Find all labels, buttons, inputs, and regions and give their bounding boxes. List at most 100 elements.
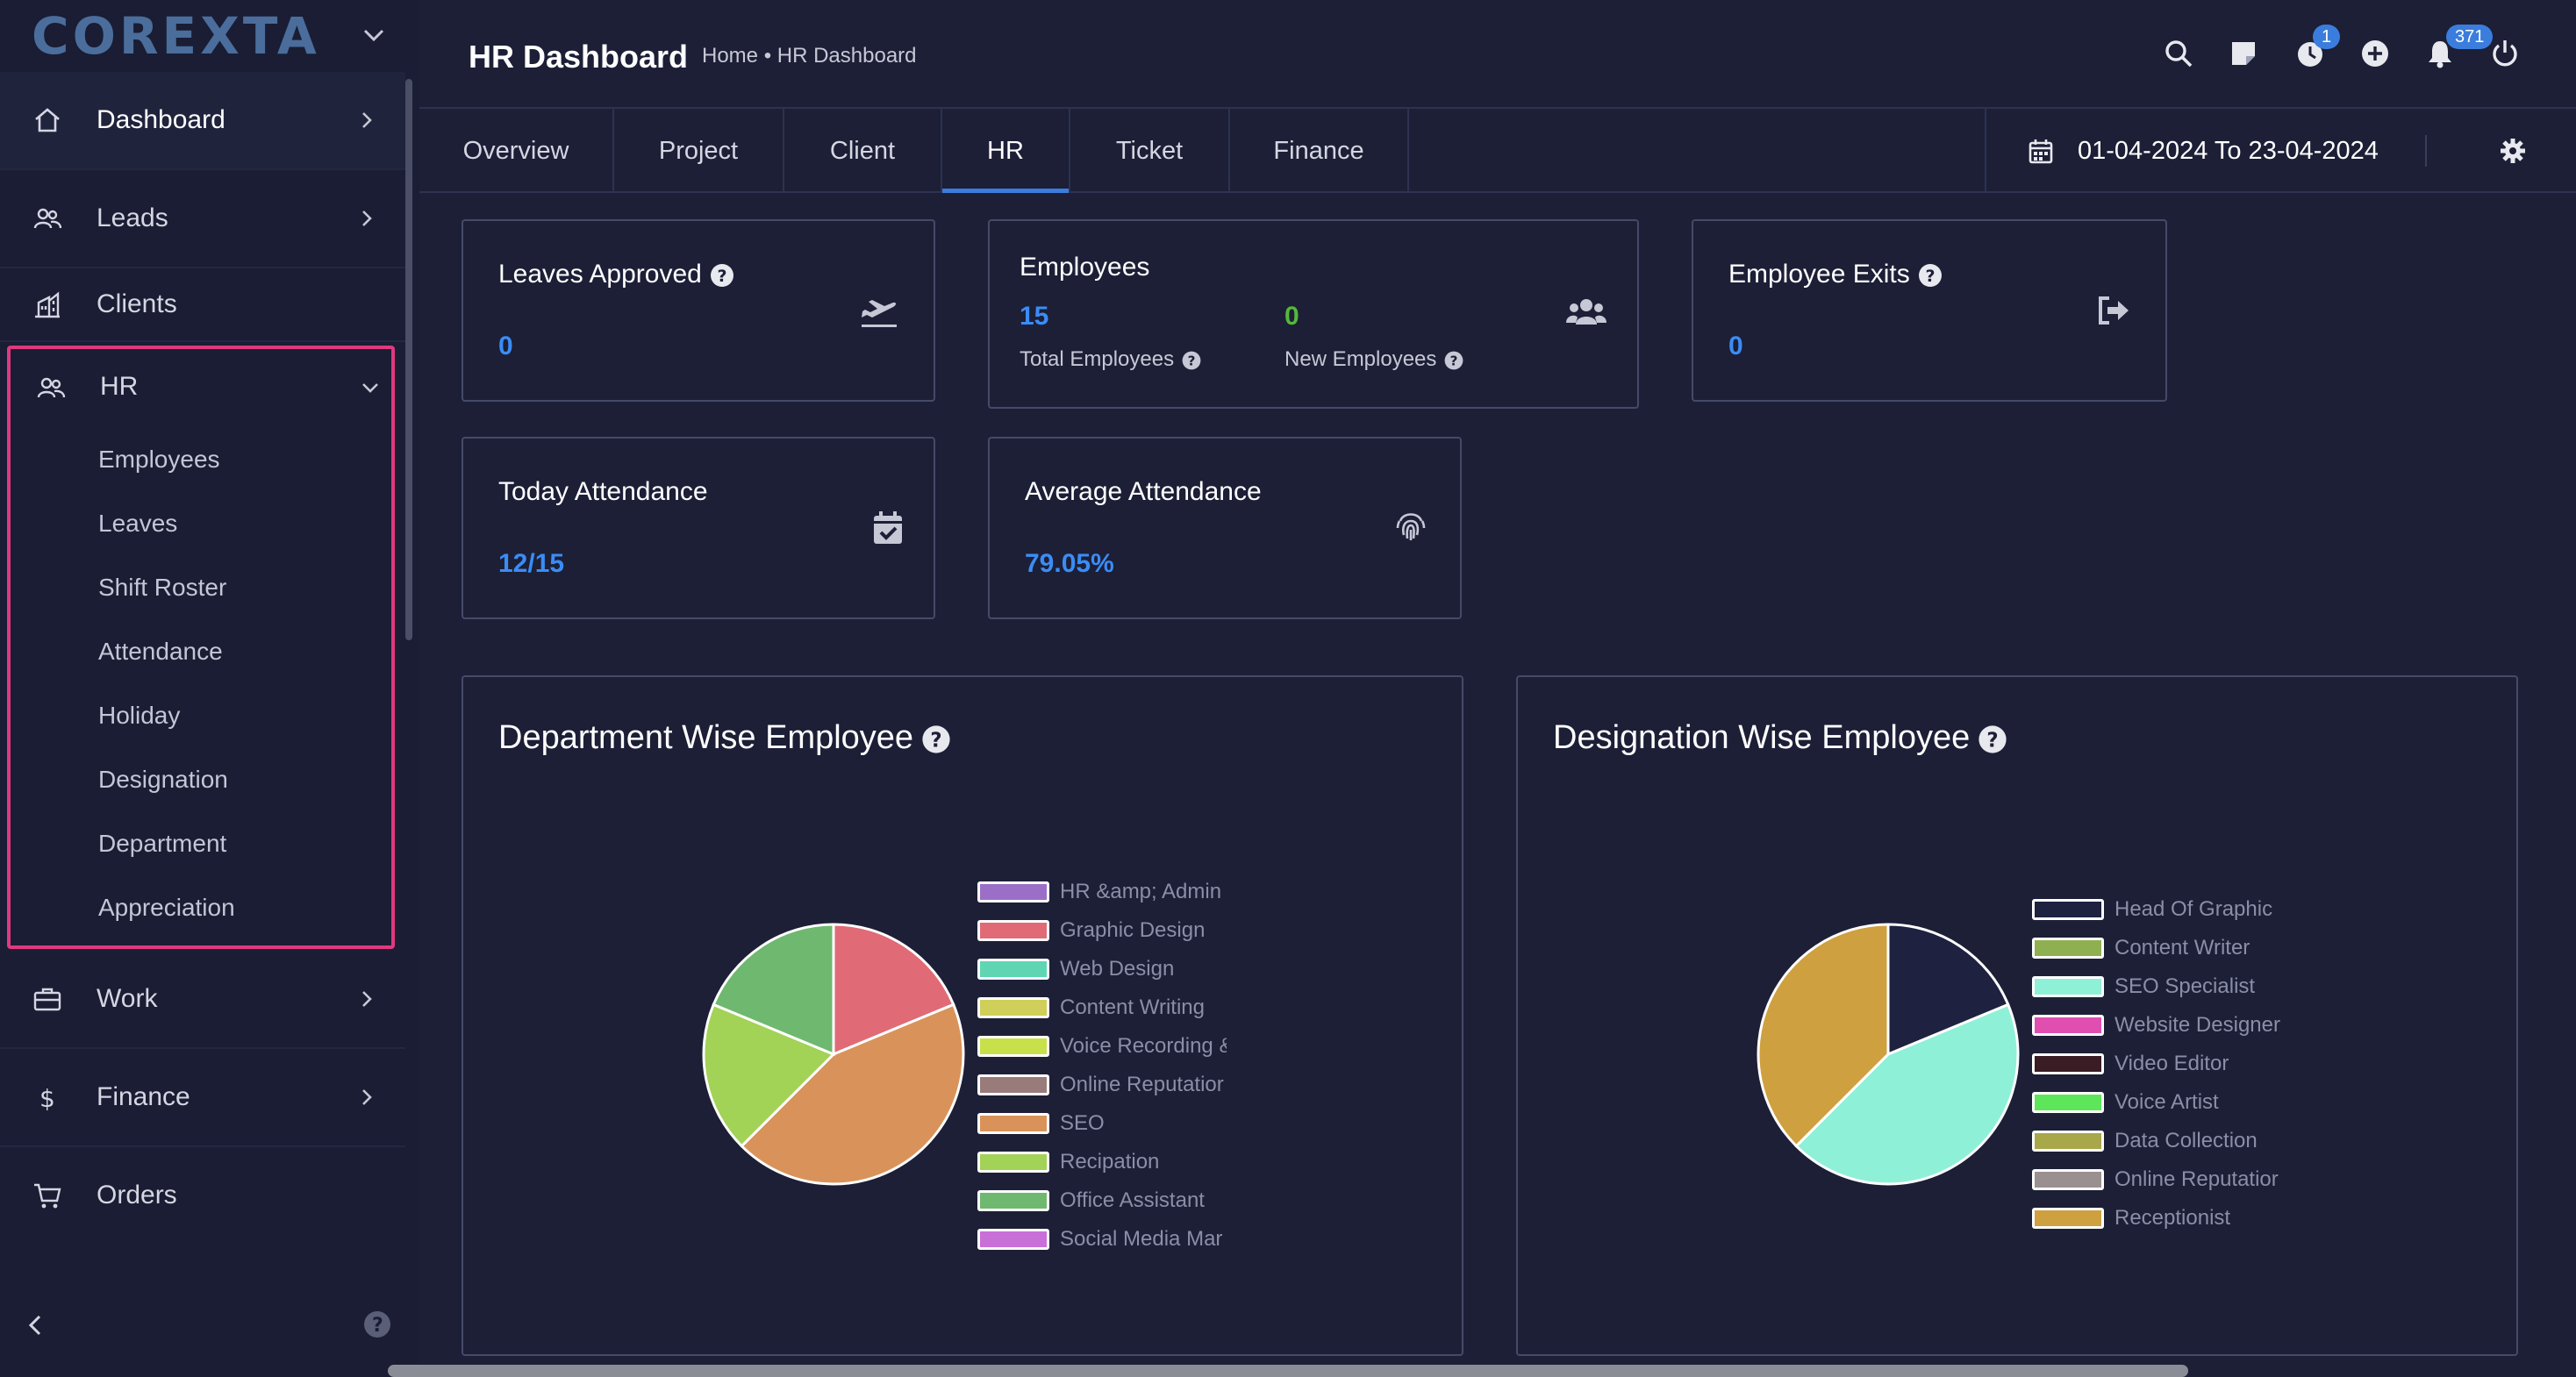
legend-label: Office Assistant [1060, 1188, 1205, 1212]
tab-overview[interactable]: Overview [419, 109, 614, 193]
gear-icon[interactable] [2499, 137, 2527, 165]
sidebar-item-finance[interactable]: $ Finance [0, 1049, 405, 1147]
help-icon[interactable]: ? [1181, 350, 1202, 371]
pie-slice[interactable] [740, 1002, 965, 1186]
legend-swatch [977, 1152, 1049, 1173]
svg-text:?: ? [930, 729, 941, 752]
horizontal-scrollbar[interactable] [388, 1365, 2188, 1377]
sidebar-subitem-employees[interactable]: Employees [98, 446, 220, 473]
legend-item[interactable]: Social Media Mar [977, 1227, 1223, 1251]
legend-item[interactable]: HR &amp; Admin [977, 880, 1221, 903]
sidebar-subitem-holiday[interactable]: Holiday [98, 702, 181, 729]
average-attendance-card[interactable]: Average Attendance 79.05% [988, 437, 1462, 619]
chevron-down-icon[interactable] [358, 19, 390, 51]
legend-item[interactable]: Online Reputatior [977, 1073, 1224, 1096]
legend-item[interactable]: Online Reputatior [2032, 1167, 2279, 1191]
sidebar-subitem-appreciation[interactable]: Appreciation [98, 894, 235, 921]
users-icon [33, 208, 62, 229]
sidebar-item-dashboard[interactable]: Dashboard [0, 72, 405, 170]
add-circle-icon[interactable] [2358, 37, 2392, 70]
chevron-right-icon [362, 991, 372, 1007]
legend-item[interactable]: Office Assistant [977, 1188, 1205, 1212]
help-icon[interactable]: ? [361, 1309, 393, 1340]
svg-text:?: ? [1925, 267, 1935, 286]
sidebar-subitem-shift-roster[interactable]: Shift Roster [98, 574, 227, 601]
timer-badge: 1 [2313, 25, 2341, 49]
notification-badge: 371 [2446, 25, 2494, 49]
help-icon[interactable]: ? [920, 724, 952, 755]
employees-card[interactable]: Employees 15 Total Employees? 0 New Empl… [988, 219, 1639, 409]
pie-slice[interactable] [1757, 923, 1890, 1148]
sidebar-item-hr[interactable]: HR [11, 349, 391, 426]
help-icon[interactable]: ? [1917, 262, 1943, 289]
card-value: 79.05% [1025, 549, 1114, 578]
department-pie-chart[interactable] [693, 914, 974, 1195]
employee-exits-card[interactable]: Employee Exits? 0 [1692, 219, 2167, 402]
legend-item[interactable]: Voice Artist [2032, 1090, 2219, 1114]
sidebar-item-work[interactable]: Work [0, 951, 405, 1049]
sidebar-subitem-designation[interactable]: Designation [98, 766, 228, 793]
legend-item[interactable]: SEO [977, 1111, 1105, 1135]
legend-swatch [977, 1074, 1049, 1095]
legend-label: Data Collection [2114, 1129, 2258, 1152]
legend-item[interactable]: Website Designer [2032, 1013, 2280, 1037]
sidebar-subitem-leaves[interactable]: Leaves [98, 510, 178, 537]
tab-ticket[interactable]: Ticket [1070, 109, 1230, 193]
tab-project[interactable]: Project [614, 109, 784, 193]
legend-item[interactable]: Data Collection [2032, 1129, 2258, 1152]
pie-slice[interactable] [1886, 923, 2010, 1057]
sidebar-item-label: Finance [97, 1082, 190, 1111]
sidebar-item-label: Dashboard [97, 105, 225, 134]
svg-text:?: ? [1450, 353, 1458, 368]
tab-hr[interactable]: HR [942, 109, 1070, 193]
sign-out-icon [2099, 296, 2129, 325]
pie-slice[interactable] [712, 923, 835, 1057]
date-range-picker[interactable]: 01-04-2024 To 23-04-2024 [1985, 109, 2576, 193]
pie-slice[interactable] [1794, 1002, 2020, 1186]
legend-item[interactable]: Video Editor [2032, 1052, 2229, 1075]
app-logo[interactable]: COREXTA [32, 6, 320, 66]
sidebar-item-leads[interactable]: Leads [0, 170, 405, 268]
search-icon[interactable] [2162, 37, 2195, 70]
bell-icon[interactable] [2423, 37, 2457, 70]
breadcrumb[interactable]: Home • HR Dashboard [702, 44, 917, 68]
today-attendance-card[interactable]: Today Attendance 12/15 [462, 437, 935, 619]
legend-item[interactable]: Receptionist [2032, 1206, 2230, 1230]
legend-item[interactable]: Recipation [977, 1150, 1159, 1174]
power-icon[interactable] [2488, 37, 2522, 70]
main-content: HR Dashboard Home • HR Dashboard 1 371 O… [419, 0, 2576, 1377]
sidebar-item-clients[interactable]: Clients [0, 268, 405, 342]
tab-finance[interactable]: Finance [1230, 109, 1409, 193]
leaves-approved-card[interactable]: Leaves Approved? 0 [462, 219, 935, 402]
sidebar-footer [0, 1228, 419, 1377]
help-icon[interactable]: ? [1977, 724, 2008, 755]
legend-item[interactable]: Graphic Design [977, 918, 1205, 942]
legend-item[interactable]: Content Writer [2032, 936, 2250, 960]
legend-label: Social Media Mar [1060, 1227, 1223, 1251]
help-icon[interactable]: ? [1443, 350, 1464, 371]
pie-slice[interactable] [702, 1002, 836, 1148]
legend-swatch [2032, 1208, 2104, 1229]
top-header: HR Dashboard Home • HR Dashboard 1 371 [419, 0, 2576, 109]
collapse-sidebar-icon[interactable] [21, 1310, 51, 1340]
sticky-note-icon[interactable] [2227, 37, 2260, 70]
tab-client[interactable]: Client [784, 109, 942, 193]
home-icon [35, 108, 60, 132]
legend-item[interactable]: Voice Recording & [977, 1034, 1227, 1058]
card-title: Average Attendance [1025, 477, 1262, 506]
sidebar-subitem-attendance[interactable]: Attendance [98, 638, 223, 665]
legend-item[interactable]: Content Writing [977, 995, 1205, 1019]
legend-item[interactable]: SEO Specialist [2032, 974, 2255, 998]
help-icon[interactable]: ? [709, 262, 735, 289]
legend-item[interactable]: Head Of Graphic [2032, 897, 2272, 921]
timer-icon[interactable] [2293, 37, 2327, 70]
sidebar-subitem-department[interactable]: Department [98, 830, 227, 857]
divider [2425, 135, 2427, 167]
legend-item[interactable]: Web Design [977, 957, 1175, 981]
designation-pie-chart[interactable] [1748, 914, 2029, 1195]
pie-slice[interactable] [832, 923, 955, 1057]
sidebar-scrollbar[interactable] [405, 79, 412, 640]
calendar-check-icon [874, 511, 902, 544]
legend-label: Web Design [1060, 957, 1175, 981]
